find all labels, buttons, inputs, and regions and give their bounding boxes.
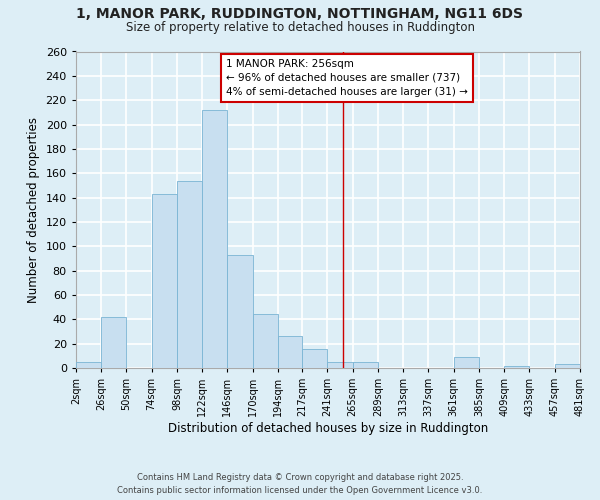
Text: Size of property relative to detached houses in Ruddington: Size of property relative to detached ho… [125,22,475,35]
Bar [76,362,101,368]
Bar [278,336,302,368]
Bar [454,357,479,368]
Bar [328,362,353,368]
Bar [353,362,378,368]
Bar [302,348,328,368]
Bar [227,255,253,368]
Bar [555,364,580,368]
Bar [101,317,127,368]
Bar [504,366,529,368]
Bar [202,110,227,368]
Y-axis label: Number of detached properties: Number of detached properties [27,117,40,303]
Text: Contains HM Land Registry data © Crown copyright and database right 2025.
Contai: Contains HM Land Registry data © Crown c… [118,473,482,495]
X-axis label: Distribution of detached houses by size in Ruddington: Distribution of detached houses by size … [168,422,488,435]
Bar [253,314,278,368]
Bar [177,180,202,368]
Text: 1, MANOR PARK, RUDDINGTON, NOTTINGHAM, NG11 6DS: 1, MANOR PARK, RUDDINGTON, NOTTINGHAM, N… [77,8,523,22]
Text: 1 MANOR PARK: 256sqm
← 96% of detached houses are smaller (737)
4% of semi-detac: 1 MANOR PARK: 256sqm ← 96% of detached h… [226,59,468,97]
Bar [152,194,177,368]
